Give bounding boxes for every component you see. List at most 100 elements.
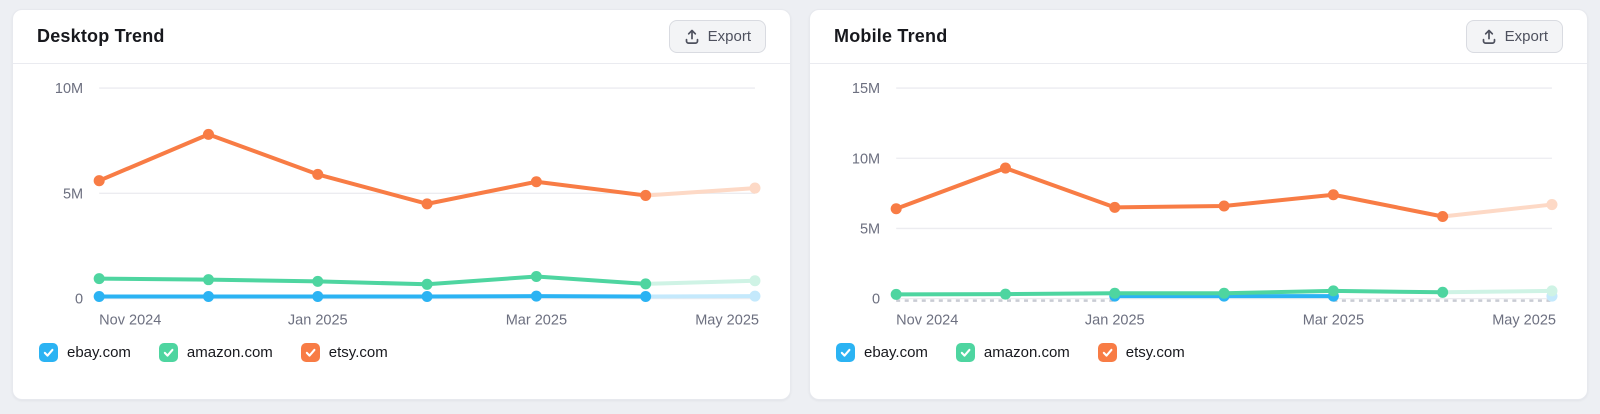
legend-item-ebay.com[interactable]: ebay.com — [836, 342, 928, 362]
card-header: Desktop Trend Export — [13, 10, 790, 64]
legend-item-etsy.com[interactable]: etsy.com — [300, 342, 388, 362]
x-axis-tick-label: Jan 2025 — [1085, 313, 1145, 329]
data-point[interactable] — [1218, 287, 1230, 299]
data-point[interactable] — [890, 203, 902, 215]
mobile-trend-legend: ebay.com amazon.com etsy.com — [834, 342, 1563, 362]
mobile-trend-card: Mobile Trend Export 0 5M 10M 15M Nov 2024 Jan… — [809, 9, 1588, 400]
legend-label: amazon.com — [186, 343, 273, 361]
legend-item-amazon.com[interactable]: amazon.com — [158, 342, 273, 362]
card-title: Mobile Trend — [834, 26, 948, 46]
forecast-segment — [643, 278, 757, 286]
chart-body: 0 5M 10M Nov 2024 Jan 2025 Mar 2025 May 2025 e… — [13, 64, 790, 376]
legend-checkbox-ebay.com[interactable] — [836, 342, 855, 362]
data-point[interactable] — [312, 168, 324, 180]
series-amazon.com — [890, 285, 1558, 300]
series-etsy.com — [890, 162, 1558, 223]
data-point[interactable] — [890, 288, 902, 300]
legend-label: etsy.com — [1125, 343, 1185, 361]
legend-checkbox-etsy.com[interactable] — [300, 342, 320, 362]
data-point[interactable] — [1437, 286, 1449, 298]
x-axis-tick-label: Mar 2025 — [506, 313, 567, 329]
data-point[interactable] — [1109, 287, 1121, 299]
data-point[interactable] — [93, 175, 105, 187]
legend-label: ebay.com — [864, 343, 928, 361]
checkbox-check-icon — [163, 348, 174, 357]
data-point[interactable] — [640, 278, 652, 290]
checkbox-check-icon — [1102, 348, 1113, 357]
data-point[interactable] — [312, 291, 324, 303]
series-line — [894, 166, 1445, 219]
series-etsy.com — [93, 128, 761, 210]
data-point[interactable] — [312, 275, 324, 287]
data-point[interactable] — [1327, 285, 1339, 297]
data-point[interactable] — [1546, 285, 1558, 297]
export-label: Export — [707, 28, 751, 45]
forecast-segment — [1440, 202, 1554, 219]
data-point[interactable] — [999, 162, 1011, 174]
x-axis-labels: Nov 2024 Jan 2025 Mar 2025 May 2025 — [896, 313, 1556, 329]
x-axis-tick-label: May 2025 — [1492, 313, 1556, 329]
legend-checkbox-amazon.com[interactable] — [955, 342, 975, 362]
data-point[interactable] — [749, 182, 761, 194]
y-axis-tick-label: 0 — [872, 292, 880, 308]
legend-item-ebay.com[interactable]: ebay.com — [39, 342, 131, 362]
data-point[interactable] — [1327, 189, 1339, 201]
x-axis-tick-label: Jan 2025 — [288, 313, 348, 329]
data-point[interactable] — [530, 176, 542, 188]
data-point[interactable] — [421, 198, 433, 210]
desktop-trend-card: Desktop Trend Export 0 5M 10M Nov 2024 Jan 2… — [12, 9, 791, 400]
data-point[interactable] — [1437, 210, 1449, 223]
data-point[interactable] — [530, 270, 542, 283]
legend-item-etsy.com[interactable]: etsy.com — [1097, 342, 1185, 362]
export-label: Export — [1504, 28, 1548, 45]
legend-checkbox-ebay.com[interactable] — [39, 342, 58, 362]
data-point[interactable] — [93, 273, 105, 285]
data-point[interactable] — [202, 274, 214, 286]
legend-item-amazon.com[interactable]: amazon.com — [955, 342, 1070, 362]
line-chart-svg: 0 5M 10M 15M Nov 2024 Jan 2025 Mar 2025 May 202… — [852, 81, 1558, 329]
x-axis-tick-label: May 2025 — [695, 313, 759, 329]
data-point[interactable] — [749, 275, 761, 287]
y-axis-tick-label: 5M — [63, 186, 83, 202]
mobile-trend-chart[interactable]: 0 5M 10M 15M Nov 2024 Jan 2025 Mar 2025 May 202… — [834, 70, 1563, 335]
data-point[interactable] — [421, 278, 433, 290]
data-point[interactable] — [640, 291, 652, 303]
export-button[interactable]: Export — [1465, 20, 1563, 53]
card-header: Mobile Trend Export — [810, 10, 1587, 64]
data-point[interactable] — [202, 128, 214, 140]
x-axis-tick-label: Nov 2024 — [99, 313, 161, 329]
y-axis-tick-label: 15M — [852, 81, 880, 97]
line-chart-svg: 0 5M 10M Nov 2024 Jan 2025 Mar 2025 May 2025 — [55, 81, 761, 329]
data-point[interactable] — [202, 291, 214, 303]
data-point[interactable] — [999, 288, 1011, 300]
card-title: Desktop Trend — [37, 26, 165, 46]
legend-label: amazon.com — [983, 343, 1070, 361]
checkbox-check-icon — [43, 348, 54, 357]
data-point[interactable] — [640, 189, 652, 201]
chart-body: 0 5M 10M 15M Nov 2024 Jan 2025 Mar 2025 May 202… — [810, 64, 1587, 376]
checkbox-check-icon — [960, 348, 971, 357]
desktop-trend-legend: ebay.com amazon.com etsy.com — [37, 342, 766, 362]
data-point[interactable] — [93, 291, 105, 303]
data-point[interactable] — [1546, 199, 1558, 211]
x-axis-tick-label: Mar 2025 — [1303, 313, 1364, 329]
x-axis-labels: Nov 2024 Jan 2025 Mar 2025 May 2025 — [99, 313, 759, 329]
series-line — [97, 274, 648, 287]
forecast-segment — [643, 186, 757, 198]
forecast-segment — [1440, 288, 1554, 295]
data-point[interactable] — [749, 290, 761, 302]
desktop-trend-chart[interactable]: 0 5M 10M Nov 2024 Jan 2025 Mar 2025 May 2025 — [37, 70, 766, 335]
legend-checkbox-etsy.com[interactable] — [1097, 342, 1117, 362]
export-button[interactable]: Export — [668, 20, 766, 53]
data-point[interactable] — [421, 291, 433, 303]
data-point[interactable] — [1218, 200, 1230, 212]
data-point[interactable] — [1109, 201, 1121, 213]
data-point[interactable] — [530, 290, 542, 302]
y-axis-tick-label: 10M — [55, 81, 83, 97]
export-upload-icon — [1481, 29, 1497, 45]
legend-checkbox-amazon.com[interactable] — [158, 342, 178, 362]
checkbox-check-icon — [840, 348, 851, 357]
legend-label: ebay.com — [67, 343, 131, 361]
series-ebay.com — [93, 290, 761, 303]
